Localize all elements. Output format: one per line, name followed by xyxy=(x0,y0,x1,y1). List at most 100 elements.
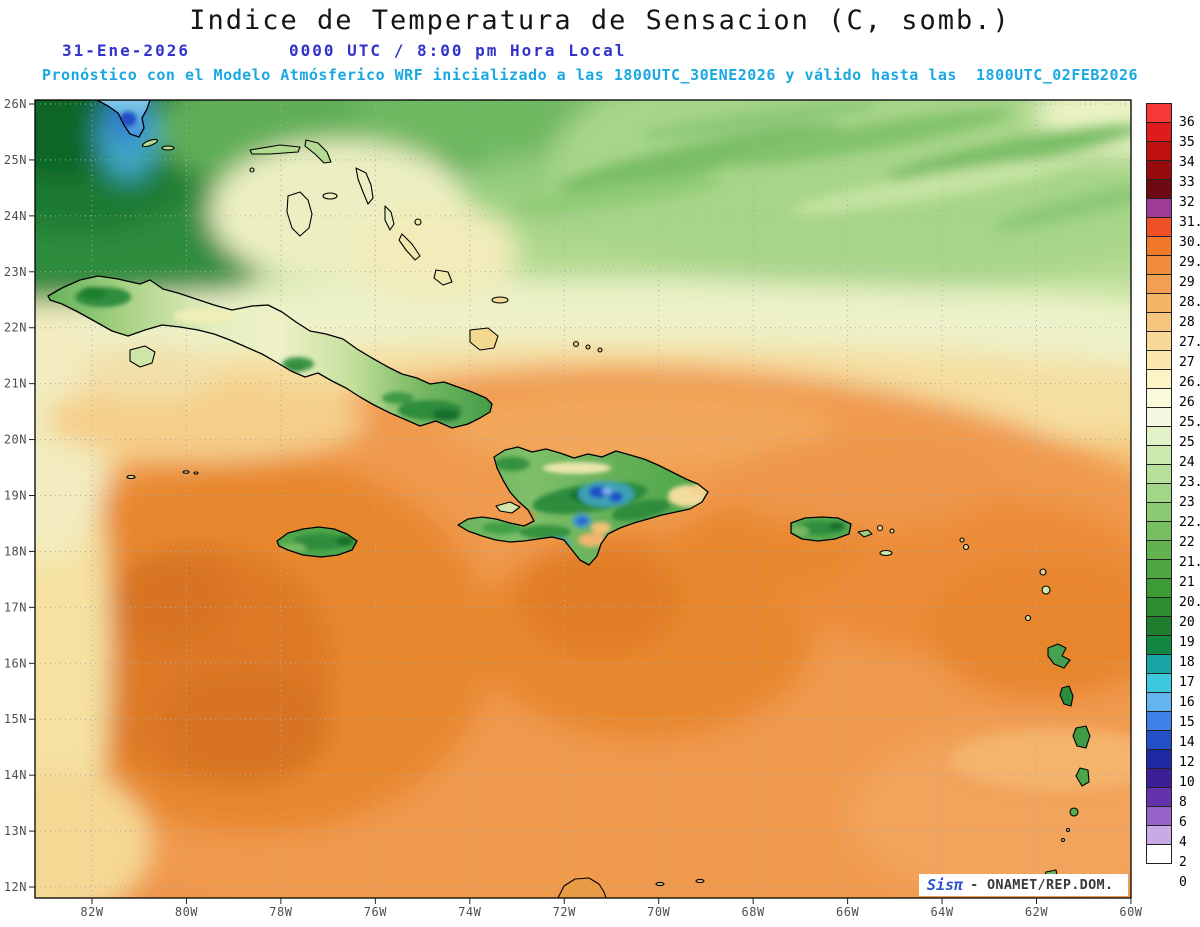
island-hispaniola xyxy=(457,446,709,566)
bimini xyxy=(249,167,255,173)
lon-label: 62W xyxy=(1025,905,1048,919)
legend-color-swatch xyxy=(1146,160,1172,180)
lat-label: 21N xyxy=(4,377,27,391)
legend-color-swatch xyxy=(1146,350,1172,370)
legend-color-swatch xyxy=(1146,730,1172,750)
lon-label: 72W xyxy=(553,905,576,919)
cayman-islands xyxy=(126,470,199,480)
lat-label: 22N xyxy=(4,321,27,335)
cat-island xyxy=(384,205,395,231)
lat-label: 23N xyxy=(4,265,27,279)
legend-value: 18 xyxy=(1179,655,1195,670)
andros xyxy=(286,191,313,237)
legend-value: 20 xyxy=(1179,615,1195,630)
guajira-peninsula xyxy=(557,877,607,898)
lon-label: 78W xyxy=(269,905,292,919)
color-scale-legend xyxy=(1146,103,1172,864)
legend-color-swatch xyxy=(1146,787,1172,807)
legend-value: 17 xyxy=(1179,675,1195,690)
grenadines xyxy=(1060,837,1066,843)
legend-value: 2 xyxy=(1179,855,1187,870)
legend-color-swatch xyxy=(1146,331,1172,351)
legend-color-swatch xyxy=(1146,122,1172,142)
legend-value: 36 xyxy=(1179,115,1195,130)
legend-value: 26 xyxy=(1179,395,1195,410)
barbuda xyxy=(1039,568,1047,576)
legend-color-swatch xyxy=(1146,274,1172,294)
legend-value: 34 xyxy=(1179,155,1195,170)
legend-color-swatch xyxy=(1146,103,1172,123)
guadeloupe xyxy=(1047,643,1071,669)
legend-value: 28 xyxy=(1179,315,1195,330)
lat-label: 20N xyxy=(4,433,27,447)
lon-label: 60W xyxy=(1119,905,1142,919)
legend-value: 30.7 xyxy=(1179,235,1200,250)
legend-color-swatch xyxy=(1146,692,1172,712)
axis-labels: 26N 25N 24N 23N 22N 21N 20N 19N 18N 17N 16N 15N 14N 1… xyxy=(4,97,1142,919)
virgin-islands xyxy=(876,524,895,557)
legend-value: 21 xyxy=(1179,575,1195,590)
legend-color-swatch xyxy=(1146,616,1172,636)
forecast-date: 31-Ene-2026 xyxy=(62,41,190,60)
watermark: Sisπ - ONAMET/REP.DOM. xyxy=(919,874,1128,896)
legend-value: 4 xyxy=(1179,835,1187,850)
field-streaks xyxy=(516,100,1131,790)
lon-label: 74W xyxy=(458,905,481,919)
legend-value: 22 xyxy=(1179,535,1195,550)
legend-color-swatch xyxy=(1146,654,1172,674)
gonave-island xyxy=(495,501,521,514)
lat-label: 16N xyxy=(4,656,27,670)
legend-color-swatch xyxy=(1146,711,1172,731)
legend-color-swatch xyxy=(1146,255,1172,275)
legend-color-swatch xyxy=(1146,217,1172,237)
legend-value: 23 xyxy=(1179,495,1195,510)
lon-label: 68W xyxy=(742,905,765,919)
page-title: Indice de Temperatura de Sensacion (C, s… xyxy=(189,5,1011,36)
legend-color-swatch xyxy=(1146,483,1172,503)
martinique xyxy=(1072,725,1091,749)
legend-value: 29.7 xyxy=(1179,255,1200,270)
island-puerto-rico xyxy=(790,516,895,557)
legend-value: 23.5 xyxy=(1179,475,1200,490)
legend-color-swatch xyxy=(1146,806,1172,826)
legend-value: 25 xyxy=(1179,435,1195,450)
legend-color-swatch xyxy=(1146,559,1172,579)
lon-label: 70W xyxy=(647,905,670,919)
legend-value: 33 xyxy=(1179,175,1195,190)
legend-color-swatch xyxy=(1146,198,1172,218)
anguilla xyxy=(959,537,965,543)
legend-color-swatch xyxy=(1146,445,1172,465)
new-providence xyxy=(322,192,338,200)
florida-keys xyxy=(161,145,175,151)
legend-color-swatch xyxy=(1146,426,1172,446)
sispi-logo: Sisπ xyxy=(927,876,964,894)
st-lucia xyxy=(1075,767,1090,787)
lon-label: 76W xyxy=(364,905,387,919)
st-vincent xyxy=(1069,807,1079,817)
grenadines xyxy=(1065,827,1071,833)
graticule xyxy=(35,100,1132,898)
legend-color-swatch xyxy=(1146,236,1172,256)
color-scale-values: 363534333231.530.729.72928.52827.52726.5… xyxy=(1179,103,1200,903)
legend-color-swatch xyxy=(1146,578,1172,598)
lat-label: 15N xyxy=(4,712,27,726)
lat-label: 19N xyxy=(4,489,27,503)
grand-bahama xyxy=(249,144,301,155)
legend-value: 29 xyxy=(1179,275,1195,290)
legend-color-swatch xyxy=(1146,825,1172,845)
lon-label: 80W xyxy=(175,905,198,919)
legend-color-swatch xyxy=(1146,635,1172,655)
legend-color-swatch xyxy=(1146,141,1172,161)
long-island xyxy=(398,233,421,261)
cold-spot-cordillera xyxy=(589,486,607,498)
lat-label: 14N xyxy=(4,768,27,782)
legend-value: 26.5 xyxy=(1179,375,1200,390)
legend-value: 31.5 xyxy=(1179,215,1200,230)
legend-color-swatch xyxy=(1146,540,1172,560)
crooked-island xyxy=(433,269,453,286)
turks-caicos xyxy=(572,340,603,353)
legend-color-swatch xyxy=(1146,179,1172,199)
legend-value: 32 xyxy=(1179,195,1195,210)
mayaguana xyxy=(491,296,509,304)
